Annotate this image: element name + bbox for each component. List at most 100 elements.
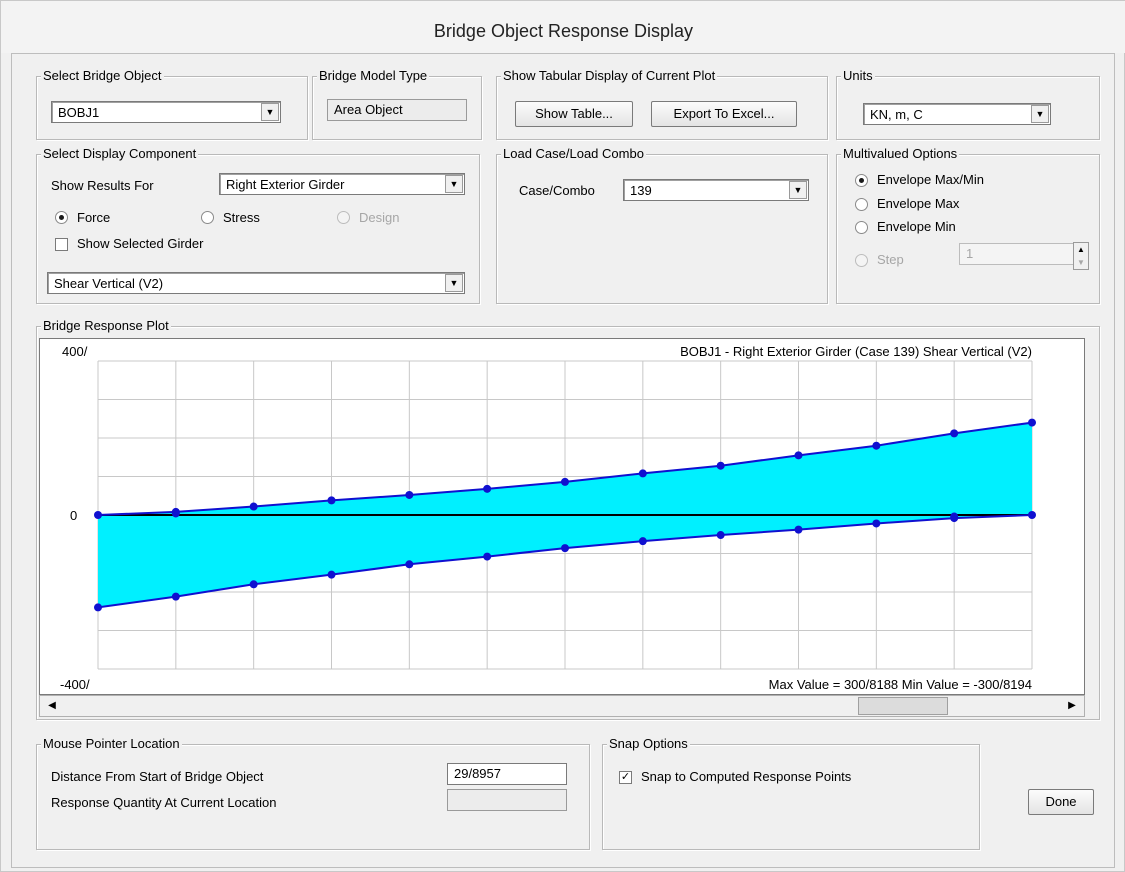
envelope-points <box>94 418 1036 612</box>
max-envelope-point <box>638 469 647 478</box>
max-envelope-point <box>950 429 959 438</box>
scroll-right-icon[interactable]: ▶ <box>1068 700 1076 711</box>
max-envelope-point <box>327 496 336 505</box>
show-results-value: Right Exterior Girder <box>226 177 345 192</box>
snap-label: Snap to Computed Response Points <box>641 769 852 784</box>
response-quantity-field <box>447 789 567 811</box>
chevron-down-icon[interactable]: ▼ <box>261 103 279 121</box>
multivalued-options-group: Multivalued Options Envelope Max/Min Env… <box>836 146 1100 304</box>
min-envelope-point <box>638 537 647 546</box>
display-component-group: Select Display Component Show Results Fo… <box>36 146 480 304</box>
units-group: Units KN, m, C ▼ <box>836 68 1100 140</box>
multivalued-options-legend: Multivalued Options <box>841 146 960 161</box>
show-results-label: Show Results For <box>51 178 154 193</box>
max-envelope-point <box>249 502 258 511</box>
scroll-left-icon[interactable]: ◀ <box>48 700 56 711</box>
max-envelope-point <box>561 477 569 486</box>
max-envelope-point <box>405 490 414 499</box>
units-value: KN, m, C <box>870 107 923 122</box>
min-envelope-point <box>483 552 492 561</box>
load-case-legend: Load Case/Load Combo <box>501 146 646 161</box>
mouse-pointer-group: Mouse Pointer Location Distance From Sta… <box>36 736 590 850</box>
min-envelope-point <box>405 560 414 569</box>
force-radio[interactable] <box>55 211 68 224</box>
max-envelope-point <box>794 451 803 460</box>
tabular-display-group: Show Tabular Display of Current Plot Sho… <box>496 68 828 140</box>
distance-label: Distance From Start of Bridge Object <box>51 769 264 784</box>
plot-horizontal-scrollbar[interactable]: ◀ ▶ <box>39 695 1085 717</box>
step-value: 1 <box>966 246 974 261</box>
envelope-min-radio[interactable] <box>855 221 868 234</box>
chevron-down-icon[interactable]: ▼ <box>789 181 807 199</box>
snap-checkbox[interactable]: ✓ <box>619 771 632 784</box>
min-envelope-point <box>1028 511 1036 519</box>
step-input[interactable]: 1 <box>959 243 1087 265</box>
case-combo-select[interactable]: 139 ▼ <box>623 179 809 201</box>
step-radio[interactable] <box>855 254 868 267</box>
envelope-maxmin-radio[interactable] <box>855 174 868 187</box>
min-envelope-point <box>794 525 803 534</box>
min-envelope-point <box>716 531 725 540</box>
min-envelope-point <box>327 570 336 579</box>
min-envelope-point <box>94 603 102 612</box>
min-envelope-point <box>249 580 258 589</box>
step-spinner[interactable]: ▲ ▼ <box>1073 242 1089 270</box>
snap-options-group: Snap Options ✓ Snap to Computed Response… <box>602 736 980 850</box>
plot-footer: Max Value = 300/8188 Min Value = -300/81… <box>769 677 1032 692</box>
design-radio-label: Design <box>359 210 400 225</box>
min-envelope-point <box>171 592 180 601</box>
response-plot-svg: 400/ 0 -400/ BOBJ1 - Right Exterior Gird… <box>60 344 1036 692</box>
units-select[interactable]: KN, m, C ▼ <box>863 103 1051 125</box>
response-quantity-label: Response Quantity At Current Location <box>51 795 277 810</box>
chevron-down-icon[interactable]: ▼ <box>445 274 463 292</box>
force-radio-label: Force <box>77 210 111 225</box>
units-legend: Units <box>841 68 875 83</box>
scrollbar-thumb[interactable] <box>858 697 948 715</box>
case-combo-label: Case/Combo <box>519 183 595 198</box>
response-component-value: Shear Vertical (V2) <box>54 276 164 291</box>
display-component-legend: Select Display Component <box>41 146 199 161</box>
bridge-object-select[interactable]: BOBJ1 ▼ <box>51 101 281 123</box>
bridge-model-type-group: Bridge Model Type Area Object <box>312 68 482 140</box>
max-envelope-point <box>1028 418 1036 427</box>
min-envelope-point <box>561 544 569 553</box>
chevron-down-icon[interactable]: ▼ <box>445 175 463 193</box>
mouse-pointer-legend: Mouse Pointer Location <box>41 736 182 751</box>
spin-up-icon[interactable]: ▲ <box>1077 245 1085 254</box>
show-results-select[interactable]: Right Exterior Girder ▼ <box>219 173 465 195</box>
response-point <box>171 509 180 518</box>
min-envelope-point <box>872 519 881 528</box>
step-label: Step <box>877 252 904 267</box>
case-combo-value: 139 <box>630 183 652 198</box>
max-envelope-point <box>94 511 102 519</box>
bridge-object-value: BOBJ1 <box>58 105 100 120</box>
plot-header: BOBJ1 - Right Exterior Girder (Case 139)… <box>680 344 1032 359</box>
bridge-model-type-field: Area Object <box>327 99 467 121</box>
show-selected-girder-checkbox[interactable] <box>55 238 68 251</box>
max-envelope-point <box>872 441 881 450</box>
done-button[interactable]: Done <box>1028 789 1094 815</box>
response-point <box>950 512 959 521</box>
select-bridge-object-legend: Select Bridge Object <box>41 68 164 83</box>
export-to-excel-button[interactable]: Export To Excel... <box>651 101 797 127</box>
response-plot[interactable]: 400/ 0 -400/ BOBJ1 - Right Exterior Gird… <box>39 338 1085 695</box>
envelope-maxmin-label: Envelope Max/Min <box>877 172 984 187</box>
response-plot-legend: Bridge Response Plot <box>41 318 171 333</box>
snap-options-legend: Snap Options <box>607 736 690 751</box>
window-title: Bridge Object Response Display <box>1 1 1125 53</box>
load-case-group: Load Case/Load Combo Case/Combo 139 ▼ <box>496 146 828 304</box>
spin-down-icon[interactable]: ▼ <box>1077 258 1085 267</box>
stress-radio[interactable] <box>201 211 214 224</box>
select-bridge-object-group: Select Bridge Object BOBJ1 ▼ <box>36 68 308 140</box>
envelope-min-label: Envelope Min <box>877 219 956 234</box>
design-radio[interactable] <box>337 211 350 224</box>
response-component-select[interactable]: Shear Vertical (V2) ▼ <box>47 272 465 294</box>
chevron-down-icon[interactable]: ▼ <box>1031 105 1049 123</box>
y-min-label: -400/ <box>60 677 90 692</box>
show-selected-girder-label: Show Selected Girder <box>77 236 204 251</box>
show-table-button[interactable]: Show Table... <box>515 101 633 127</box>
envelope-max-label: Envelope Max <box>877 196 960 211</box>
envelope-max-radio[interactable] <box>855 198 868 211</box>
bridge-model-type-legend: Bridge Model Type <box>317 68 430 83</box>
